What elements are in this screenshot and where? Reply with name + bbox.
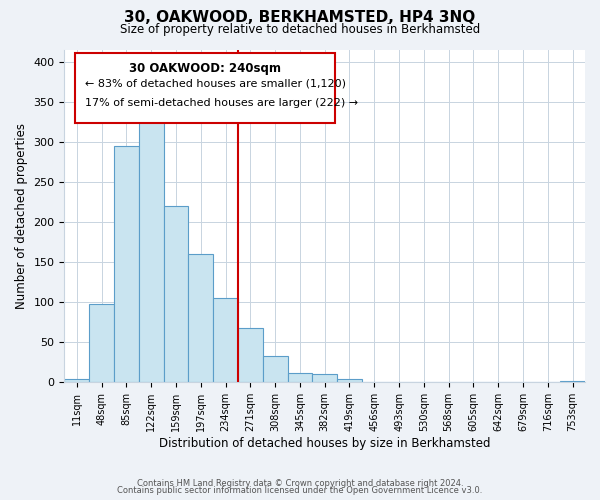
X-axis label: Distribution of detached houses by size in Berkhamsted: Distribution of detached houses by size … xyxy=(159,437,490,450)
Bar xyxy=(188,254,213,382)
Text: Contains HM Land Registry data © Crown copyright and database right 2024.: Contains HM Land Registry data © Crown c… xyxy=(137,478,463,488)
Text: 17% of semi-detached houses are larger (222) →: 17% of semi-detached houses are larger (… xyxy=(85,98,358,108)
Bar xyxy=(64,379,89,382)
Bar xyxy=(560,380,585,382)
Y-axis label: Number of detached properties: Number of detached properties xyxy=(15,123,28,309)
Text: 30, OAKWOOD, BERKHAMSTED, HP4 3NQ: 30, OAKWOOD, BERKHAMSTED, HP4 3NQ xyxy=(124,10,476,25)
Bar xyxy=(114,146,139,382)
FancyBboxPatch shape xyxy=(75,54,335,123)
Bar xyxy=(139,120,164,382)
Text: Contains public sector information licensed under the Open Government Licence v3: Contains public sector information licen… xyxy=(118,486,482,495)
Text: ← 83% of detached houses are smaller (1,120): ← 83% of detached houses are smaller (1,… xyxy=(85,78,346,88)
Text: 30 OAKWOOD: 240sqm: 30 OAKWOOD: 240sqm xyxy=(129,62,281,74)
Bar xyxy=(164,206,188,382)
Bar xyxy=(263,356,287,382)
Bar xyxy=(238,328,263,382)
Bar xyxy=(89,304,114,382)
Bar xyxy=(337,379,362,382)
Bar xyxy=(213,298,238,382)
Text: Size of property relative to detached houses in Berkhamsted: Size of property relative to detached ho… xyxy=(120,22,480,36)
Bar xyxy=(287,372,313,382)
Bar xyxy=(313,374,337,382)
